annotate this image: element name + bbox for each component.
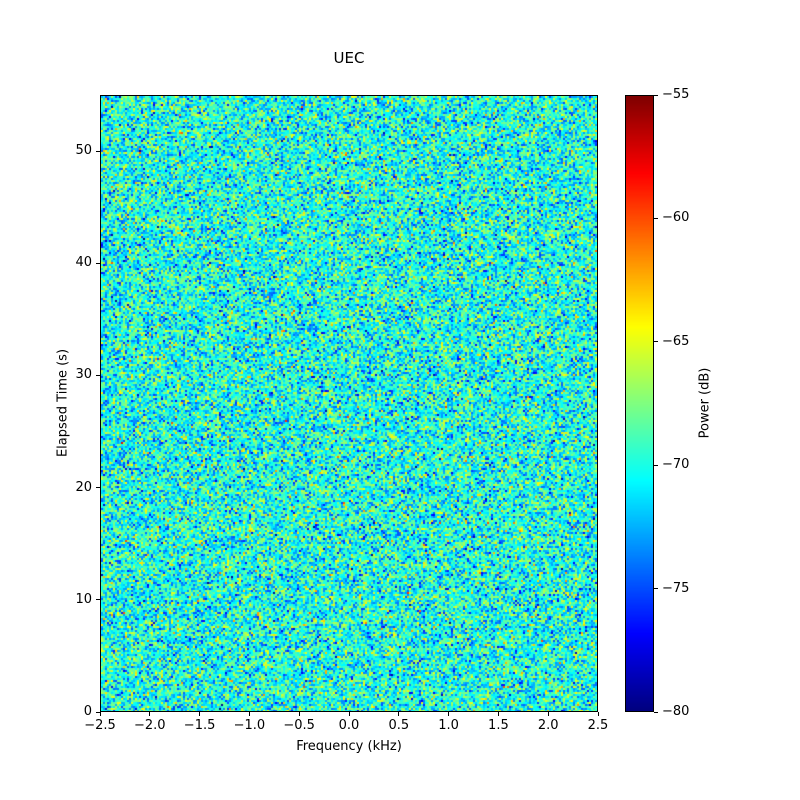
x-tick xyxy=(149,712,151,716)
x-tick xyxy=(497,712,499,716)
y-tick xyxy=(96,374,100,376)
x-tick-label: 2.5 xyxy=(587,718,609,733)
colorbar-tick-label: −75 xyxy=(662,580,690,596)
x-tick-label: −1.5 xyxy=(183,718,216,733)
colorbar-tick xyxy=(654,711,658,713)
colorbar-tick xyxy=(654,464,658,466)
y-tick-label: 10 xyxy=(75,591,92,607)
x-tick xyxy=(99,712,101,716)
x-tick xyxy=(597,712,599,716)
x-tick-label: 1.0 xyxy=(438,718,459,733)
colorbar-tick xyxy=(654,94,658,96)
y-tick xyxy=(96,262,100,264)
x-tick-label: 0.5 xyxy=(388,718,410,733)
x-tick-label: −0.5 xyxy=(283,718,315,733)
spectrogram-canvas xyxy=(101,96,597,711)
y-tick-label: 40 xyxy=(75,255,92,271)
colorbar-tick-label: −70 xyxy=(662,457,690,473)
plot-title: UEC xyxy=(333,49,365,67)
y-tick-label: 0 xyxy=(83,704,92,719)
colorbar-tick xyxy=(654,588,658,590)
colorbar-tick xyxy=(654,217,658,219)
y-tick xyxy=(96,487,100,489)
x-tick-label: −1.0 xyxy=(233,718,266,733)
colorbar-tick-label: −55 xyxy=(662,87,690,102)
y-tick-label: 30 xyxy=(75,367,92,383)
y-tick xyxy=(96,711,100,713)
x-tick xyxy=(248,712,250,716)
x-tick xyxy=(348,712,350,716)
x-tick xyxy=(298,712,300,716)
x-tick-label: 2.0 xyxy=(537,718,559,733)
x-tick-label: 0.0 xyxy=(338,718,360,733)
spectrogram-plot xyxy=(100,95,598,712)
y-tick-label: 50 xyxy=(75,143,92,159)
colorbar-tick-label: −80 xyxy=(662,704,690,719)
colorbar-tick-label: −60 xyxy=(662,210,690,226)
colorbar-label: Power (dB) xyxy=(697,367,713,439)
y-axis-label: Elapsed Time (s) xyxy=(55,348,71,458)
x-axis-label: Frequency (kHz) xyxy=(296,739,402,754)
x-tick xyxy=(199,712,201,716)
colorbar-tick xyxy=(654,341,658,343)
y-tick-label: 20 xyxy=(75,479,92,495)
x-tick-label: −2.5 xyxy=(84,718,116,733)
y-tick xyxy=(96,150,100,152)
x-tick xyxy=(448,712,450,716)
x-tick xyxy=(398,712,400,716)
x-tick-label: −2.0 xyxy=(134,718,166,733)
colorbar xyxy=(625,95,654,712)
y-tick xyxy=(96,599,100,601)
x-tick-label: 1.5 xyxy=(488,718,509,733)
colorbar-gradient xyxy=(626,96,653,711)
colorbar-tick-label: −65 xyxy=(662,333,690,349)
x-tick xyxy=(547,712,549,716)
